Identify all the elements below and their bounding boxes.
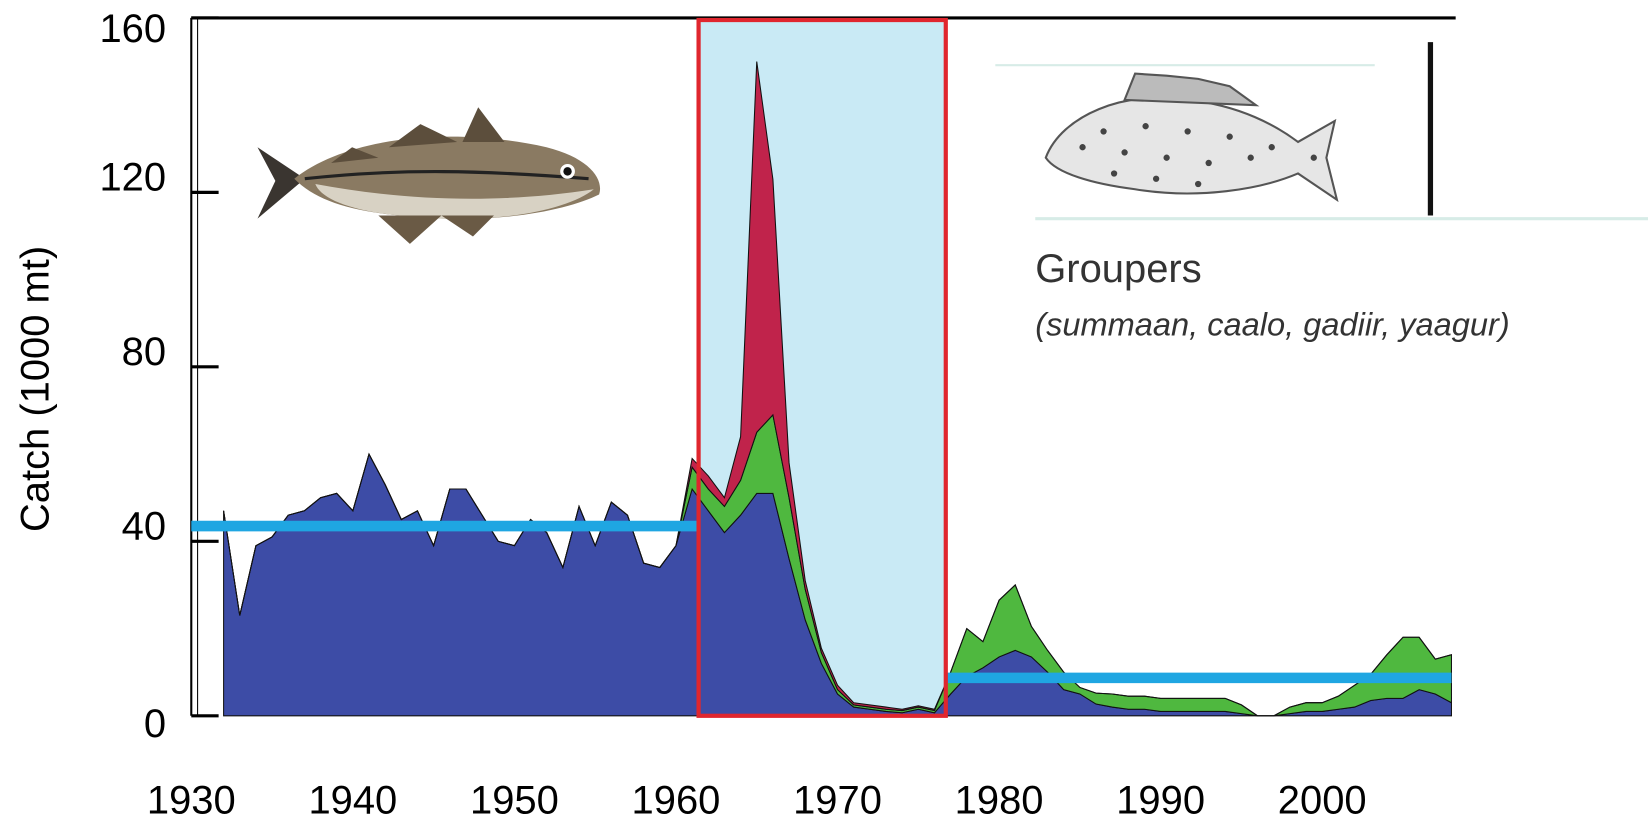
- y-tick-label: 0: [144, 702, 166, 746]
- x-tick-label: 1960: [632, 779, 721, 822]
- x-tick-label: 1950: [470, 779, 559, 822]
- x-tick-label: 1990: [1116, 779, 1205, 822]
- plot-area: 0 40 80 120 160 1930 1940 1950 1960 1970 1980 1990 2…: [99, 7, 1456, 823]
- x-tick-label: 1980: [955, 779, 1044, 822]
- highlight-border: [696, 17, 948, 718]
- y-axis-label: Catch (1000 mt): [13, 246, 57, 532]
- annotation-subtitle: (summaan, caalo, gadiir, yaagur): [1035, 307, 1509, 343]
- grouper-image: [995, 42, 1648, 221]
- y-tick-label: 120: [99, 155, 166, 199]
- y-tick-label: 40: [122, 504, 166, 548]
- x-tick-label: 1970: [793, 779, 882, 822]
- y-tick-label: 160: [99, 7, 166, 51]
- x-tick-label: 2000: [1278, 779, 1367, 822]
- haddock-image: [257, 107, 601, 244]
- x-tick-label: 1940: [308, 779, 397, 822]
- annotation-title: Groupers: [1035, 247, 1201, 291]
- x-tick-label: 1930: [147, 779, 236, 822]
- y-tick-label: 80: [122, 330, 166, 374]
